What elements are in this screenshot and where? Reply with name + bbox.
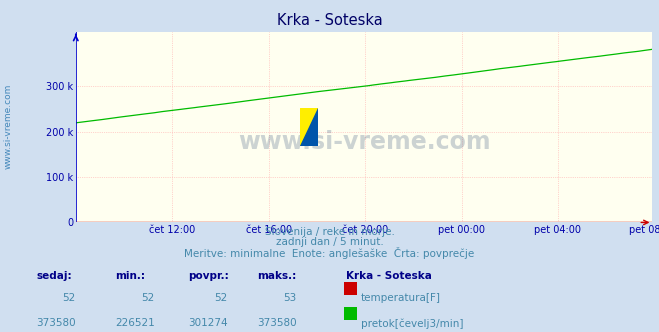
Polygon shape [300, 108, 318, 146]
Text: 52: 52 [214, 293, 227, 303]
Text: povpr.:: povpr.: [188, 271, 229, 281]
Text: Krka - Soteska: Krka - Soteska [346, 271, 432, 281]
Text: zadnji dan / 5 minut.: zadnji dan / 5 minut. [275, 237, 384, 247]
Text: 373580: 373580 [36, 318, 76, 328]
Text: pretok[čevelj3/min]: pretok[čevelj3/min] [361, 318, 464, 329]
Text: Meritve: minimalne  Enote: anglešaške  Črta: povprečje: Meritve: minimalne Enote: anglešaške Črt… [185, 247, 474, 259]
Text: Krka - Soteska: Krka - Soteska [277, 13, 382, 28]
Text: www.si-vreme.com: www.si-vreme.com [4, 83, 13, 169]
Text: maks.:: maks.: [257, 271, 297, 281]
Text: 226521: 226521 [115, 318, 155, 328]
Text: 53: 53 [283, 293, 297, 303]
Text: 52: 52 [142, 293, 155, 303]
Text: 301274: 301274 [188, 318, 227, 328]
Text: temperatura[F]: temperatura[F] [361, 293, 441, 303]
Text: min.:: min.: [115, 271, 146, 281]
Text: 373580: 373580 [257, 318, 297, 328]
Text: Slovenija / reke in morje.: Slovenija / reke in morje. [264, 227, 395, 237]
Text: sedaj:: sedaj: [36, 271, 72, 281]
Text: www.si-vreme.com: www.si-vreme.com [238, 130, 490, 154]
Polygon shape [300, 108, 318, 146]
Text: 52: 52 [63, 293, 76, 303]
